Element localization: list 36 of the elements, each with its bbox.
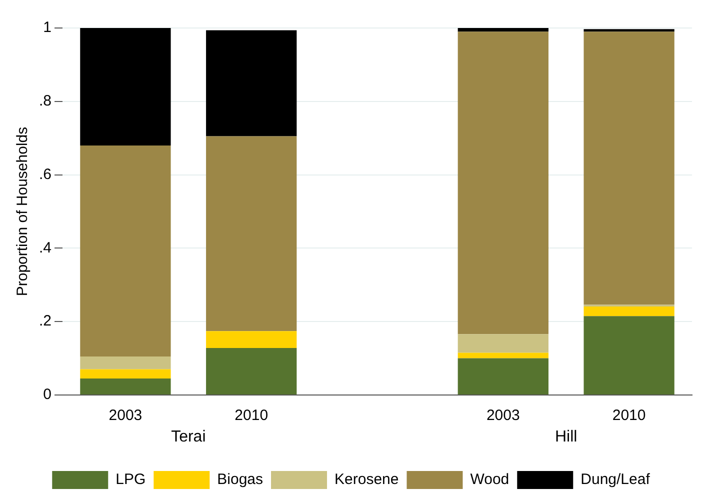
bar [80, 356, 171, 370]
bar [458, 358, 548, 394]
bar [458, 334, 548, 353]
bar [584, 29, 674, 32]
legend-label: Kerosene [334, 471, 399, 488]
text: Hill [554, 428, 578, 446]
x-tick-label: 2003 [108, 407, 142, 424]
y-tick-label: .8 [38, 92, 52, 110]
bar [584, 316, 674, 394]
legend-label: Biogas [217, 471, 264, 488]
bar [458, 352, 548, 358]
legend-label: Dung/Leaf [580, 471, 651, 488]
bar [206, 30, 297, 136]
bar [80, 145, 171, 356]
y-axis-title: Proportion of Households [14, 126, 32, 296]
bar [80, 378, 171, 394]
bar [80, 28, 171, 146]
y-tick-label: .4 [38, 239, 52, 256]
x-tick-label: 2010 [612, 407, 646, 424]
bar [206, 331, 297, 348]
bar [206, 136, 297, 332]
bar [80, 369, 171, 378]
y-tick-label: 1 [43, 19, 52, 36]
y-tick-label: 0 [43, 386, 52, 404]
bar [206, 348, 297, 394]
bar [584, 306, 674, 316]
bar [458, 32, 548, 334]
y-tick-label: .2 [38, 312, 52, 330]
bar [584, 32, 674, 305]
x-tick-label: 2010 [234, 407, 268, 424]
legend-label: LPG [116, 471, 146, 488]
y-tick-label: .6 [38, 166, 52, 183]
text: Terai [171, 428, 206, 446]
bar [458, 28, 548, 32]
x-tick-label: 2003 [486, 407, 520, 424]
legend-label: Wood [470, 471, 510, 488]
